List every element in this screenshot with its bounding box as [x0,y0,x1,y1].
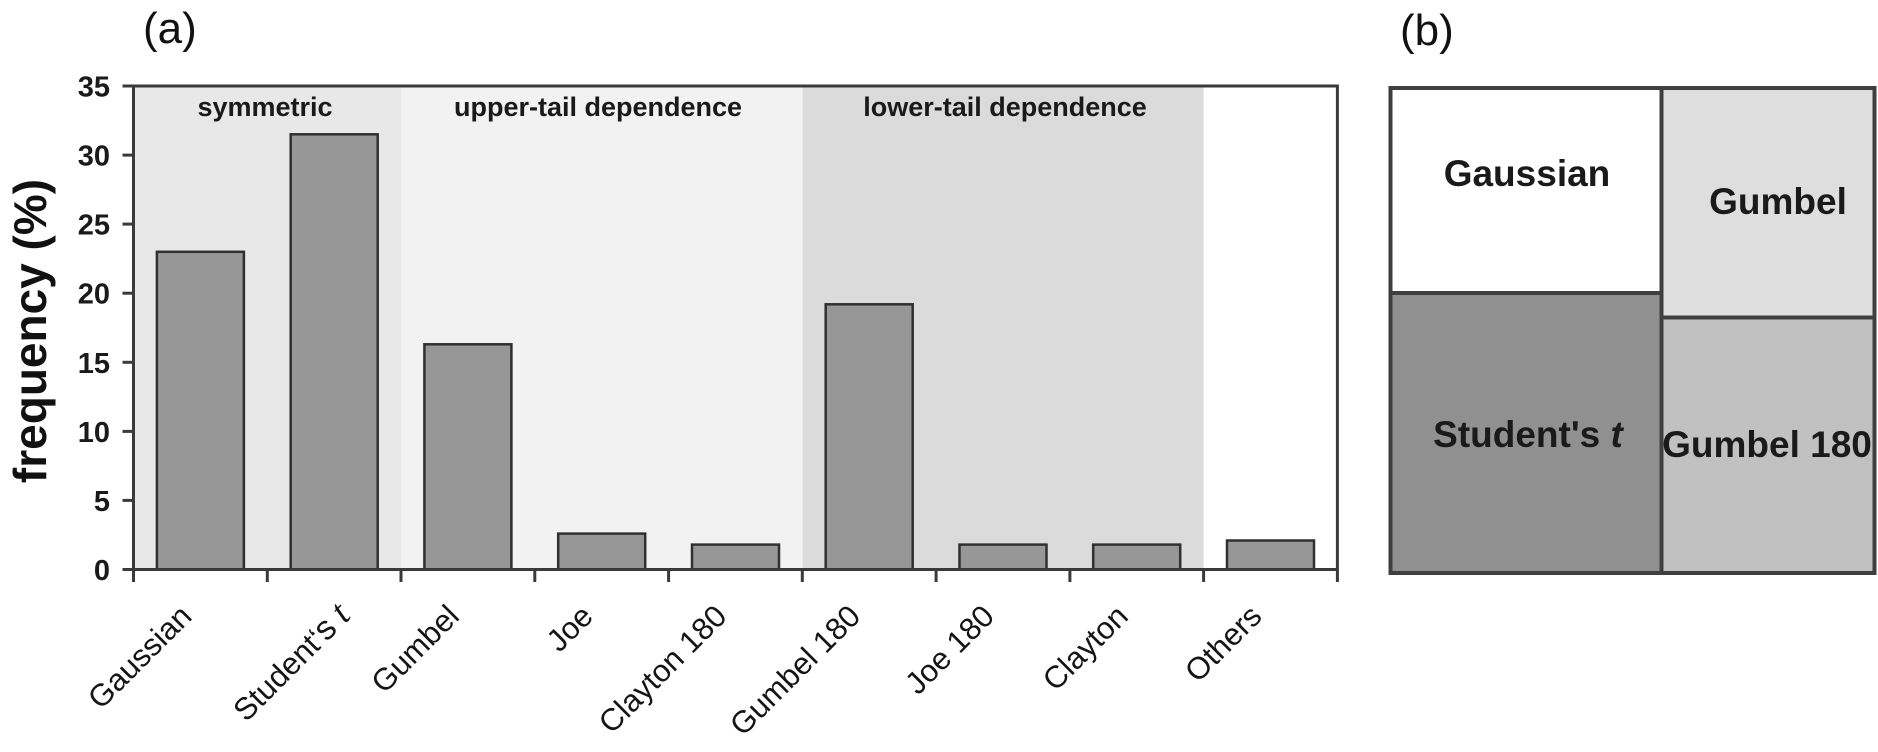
svg-text:Gumbel 180: Gumbel 180 [1662,424,1872,465]
svg-text:frequency (%): frequency (%) [4,179,56,483]
svg-text:25: 25 [78,210,110,242]
svg-text:symmetric: symmetric [197,92,332,122]
svg-text:upper-tail dependence: upper-tail dependence [454,92,742,122]
svg-text:(a): (a) [143,4,197,53]
svg-text:0: 0 [94,555,110,587]
svg-text:20: 20 [78,279,110,311]
svg-text:5: 5 [94,486,110,518]
svg-text:Student's t: Student's t [1433,414,1624,455]
svg-text:(b): (b) [1400,6,1454,55]
svg-text:35: 35 [78,72,110,104]
svg-text:Gaussian: Gaussian [1444,153,1611,194]
svg-text:10: 10 [78,417,110,449]
svg-text:Gumbel: Gumbel [1709,181,1847,222]
svg-text:lower-tail dependence: lower-tail dependence [863,92,1147,122]
svg-text:15: 15 [78,348,110,380]
svg-text:30: 30 [78,141,110,173]
